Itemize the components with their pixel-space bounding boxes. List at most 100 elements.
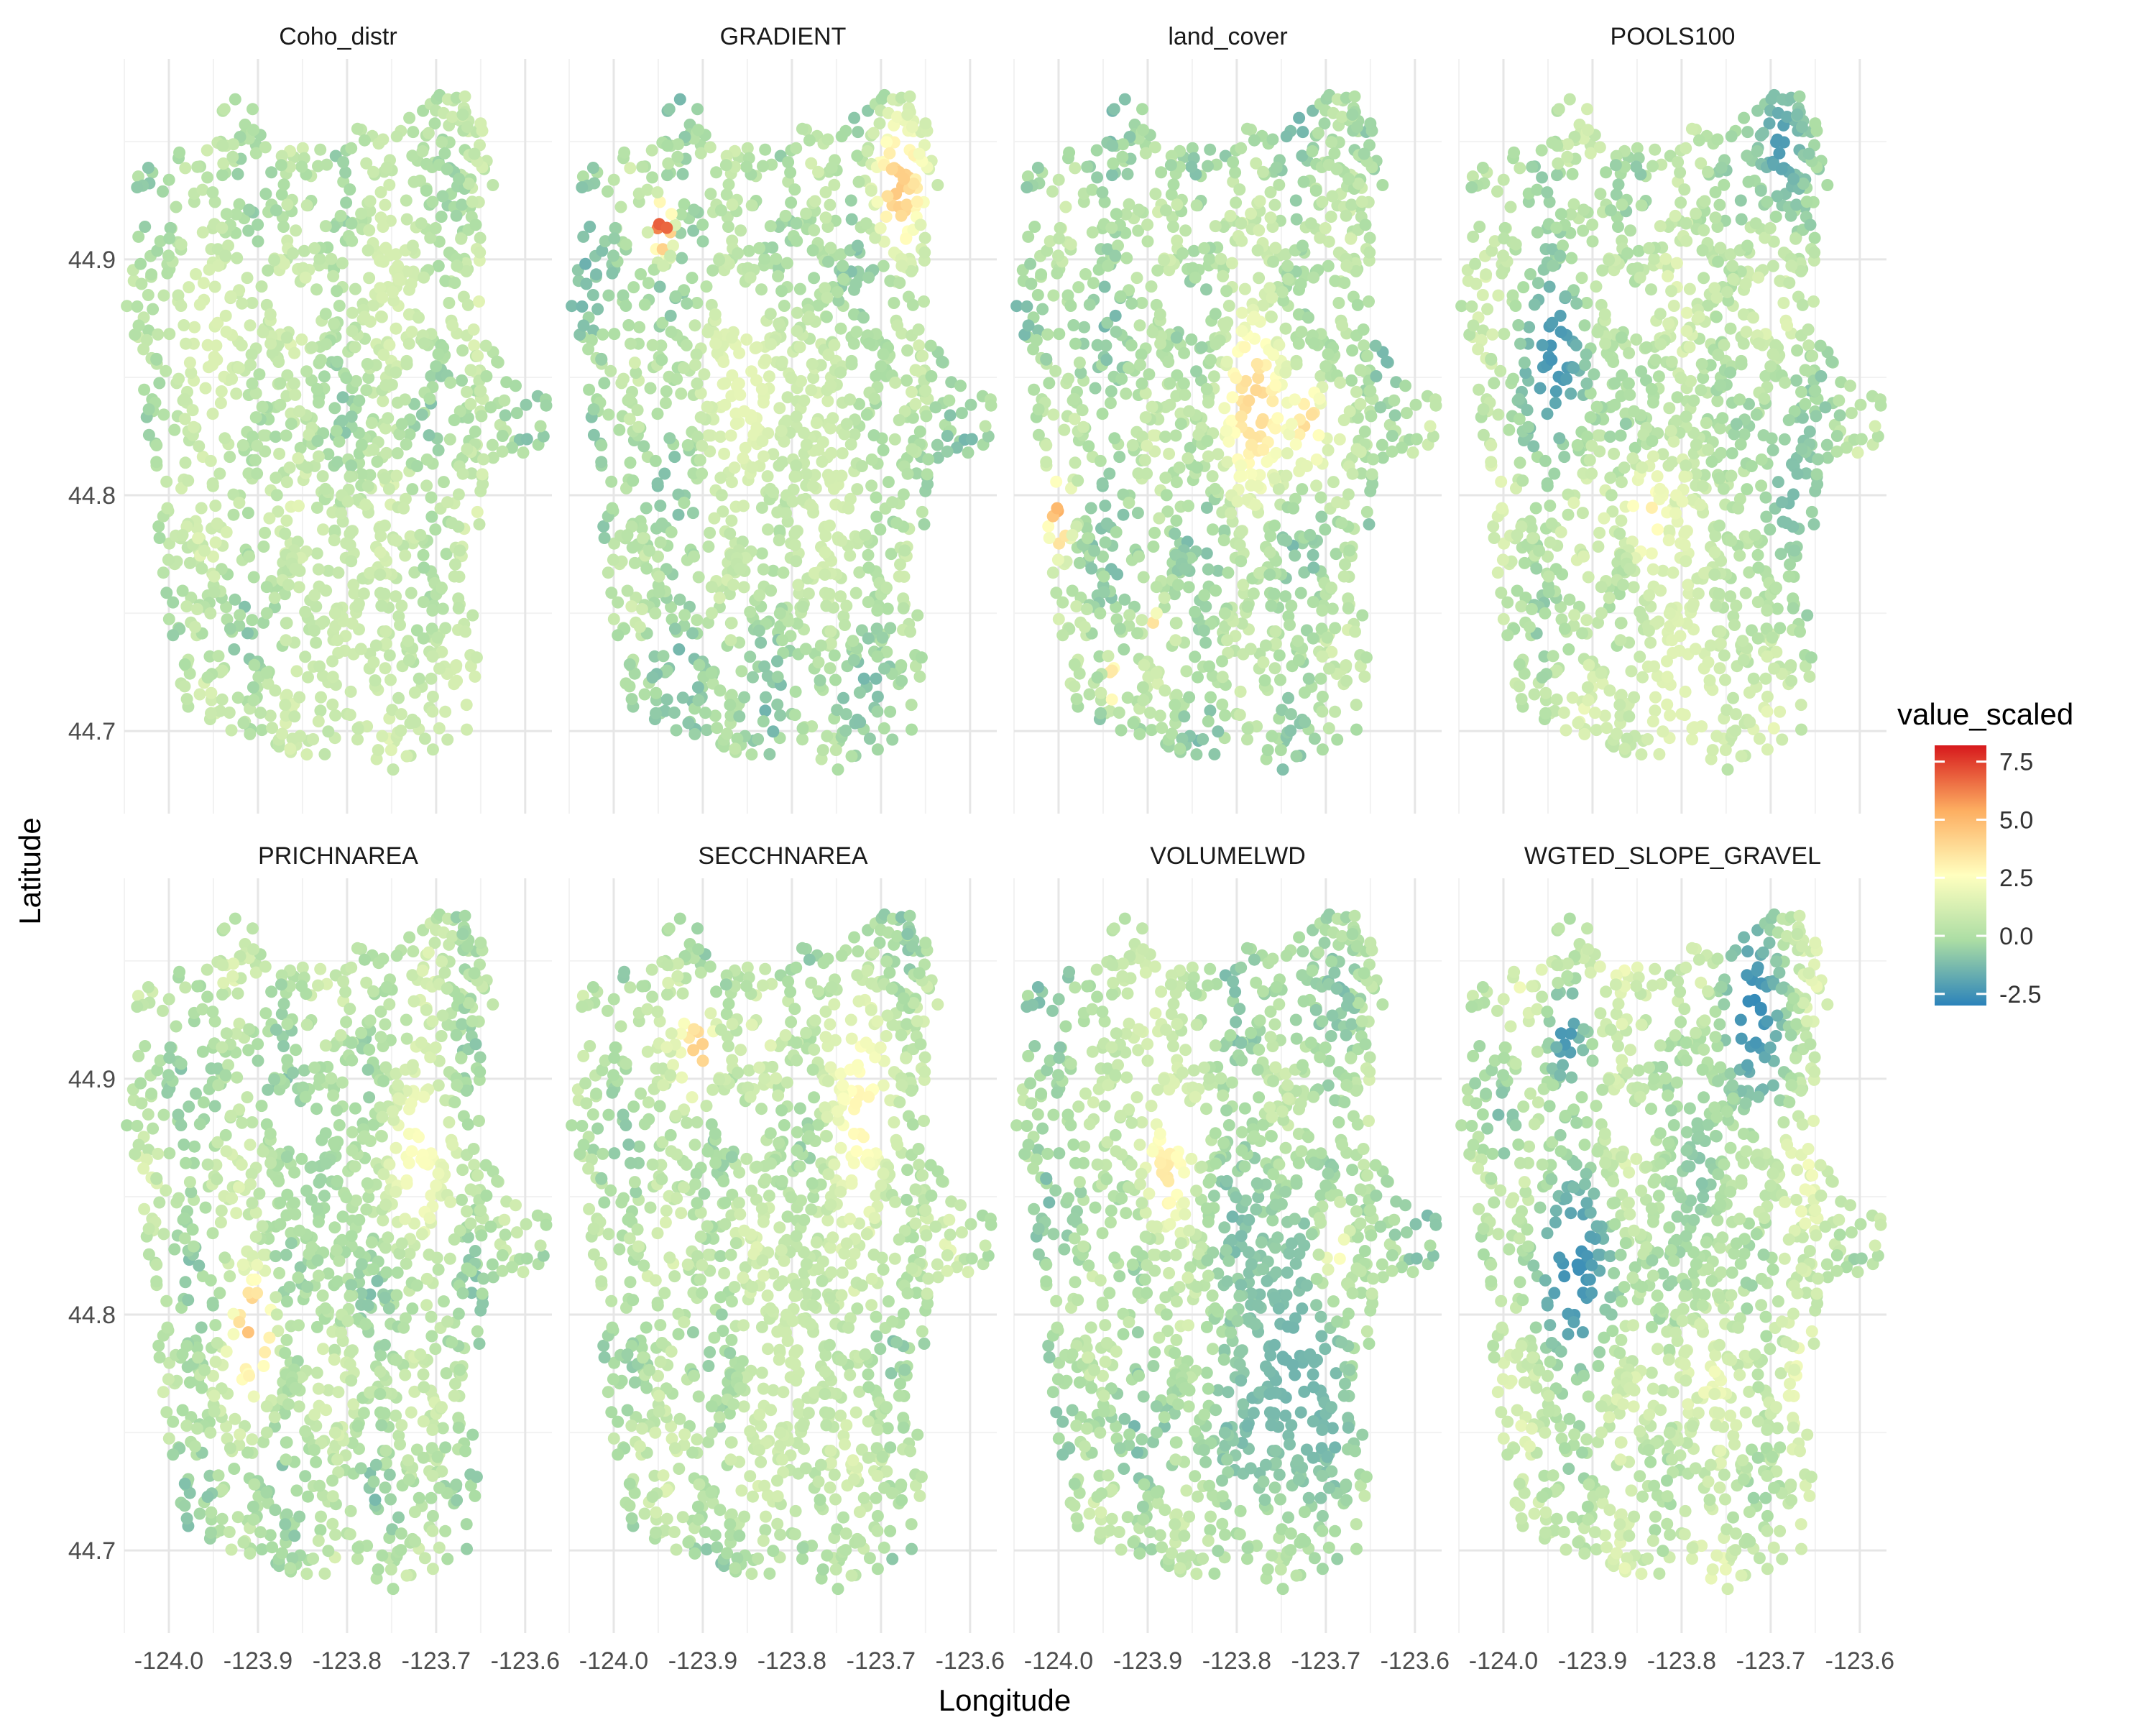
data-point	[918, 295, 930, 308]
data-point	[220, 601, 233, 613]
data-point	[742, 244, 755, 257]
data-point	[429, 523, 442, 536]
data-point	[537, 430, 550, 443]
data-point	[724, 429, 737, 442]
data-point	[1135, 348, 1148, 361]
data-point	[1498, 328, 1511, 341]
data-point	[1086, 183, 1099, 196]
data-point	[1309, 184, 1322, 197]
data-point	[1263, 546, 1276, 558]
data-point	[906, 298, 919, 311]
data-point	[425, 510, 438, 523]
data-point	[1158, 684, 1171, 697]
data-point	[688, 319, 701, 332]
data-point	[1086, 226, 1099, 239]
data-point	[916, 349, 929, 362]
data-point	[913, 339, 926, 352]
data-point	[895, 659, 908, 672]
data-point	[860, 408, 873, 421]
data-point	[824, 472, 836, 485]
data-point	[619, 300, 632, 312]
data-point	[1737, 337, 1750, 350]
data-point	[1593, 526, 1606, 539]
data-point	[623, 413, 636, 426]
data-point	[737, 500, 750, 512]
data-point	[410, 460, 423, 472]
data-point	[163, 328, 176, 341]
data-point	[627, 281, 640, 294]
data-point	[246, 377, 259, 390]
data-point	[1548, 467, 1561, 480]
data-point	[1259, 639, 1272, 652]
data-point	[791, 325, 803, 338]
data-point	[617, 289, 630, 302]
data-point	[248, 658, 261, 671]
data-point	[1381, 355, 1393, 368]
data-point	[293, 691, 306, 704]
data-point	[612, 629, 625, 642]
data-point	[808, 272, 821, 285]
data-point	[1131, 507, 1144, 520]
data-point	[1040, 456, 1053, 469]
data-point	[1745, 460, 1758, 472]
data-point	[648, 650, 661, 663]
data-point	[1312, 429, 1325, 442]
data-point	[1604, 431, 1616, 443]
data-point	[1297, 175, 1310, 188]
data-point	[450, 209, 463, 222]
data-point	[1257, 165, 1269, 178]
data-point	[1240, 122, 1253, 135]
data-point	[433, 722, 446, 735]
data-point	[1734, 194, 1747, 207]
data-point	[358, 134, 371, 147]
data-point	[1874, 399, 1887, 412]
data-point	[705, 607, 718, 620]
data-point	[845, 358, 858, 371]
data-point	[806, 358, 819, 370]
data-point	[1179, 224, 1192, 237]
data-point	[680, 339, 693, 351]
data-point	[898, 544, 911, 557]
data-point	[825, 161, 838, 174]
data-point	[318, 748, 331, 760]
data-point	[1801, 609, 1814, 622]
data-point	[1043, 532, 1056, 544]
data-point	[800, 468, 813, 481]
data-point	[1073, 556, 1086, 569]
data-point	[877, 348, 890, 361]
data-point	[1802, 339, 1815, 352]
data-point	[834, 366, 847, 379]
facet-title: land_cover	[1168, 23, 1287, 50]
data-point	[395, 418, 408, 431]
data-point	[152, 328, 165, 341]
data-point	[1544, 500, 1557, 512]
data-point	[1771, 602, 1784, 615]
data-point	[1284, 724, 1297, 737]
data-point	[217, 157, 230, 170]
data-point	[831, 763, 844, 776]
data-point	[1137, 124, 1150, 137]
data-point	[602, 289, 615, 302]
data-point	[222, 239, 234, 252]
data-point	[765, 584, 778, 597]
data-point	[1056, 596, 1069, 609]
data-point	[1374, 401, 1387, 414]
data-point	[645, 144, 658, 157]
data-point	[460, 264, 473, 277]
data-point	[351, 600, 364, 613]
data-point	[1531, 226, 1544, 239]
data-point	[847, 308, 860, 321]
data-point	[1568, 609, 1581, 622]
data-point	[757, 450, 770, 463]
data-point	[955, 407, 968, 420]
data-point	[628, 556, 641, 569]
data-point	[1276, 285, 1289, 298]
data-point	[605, 475, 618, 488]
data-point	[823, 587, 836, 600]
data-point	[893, 277, 906, 289]
data-point	[714, 204, 727, 217]
data-point	[842, 502, 855, 515]
data-point	[300, 365, 313, 378]
data-point	[379, 379, 392, 392]
facet-points	[1455, 88, 1887, 776]
